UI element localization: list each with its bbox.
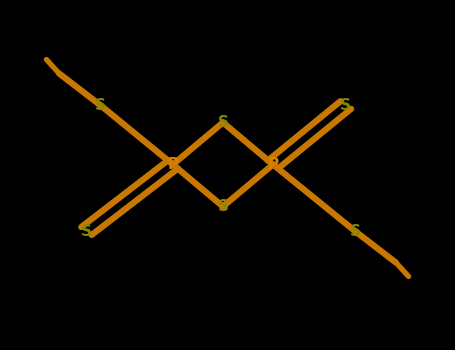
Text: S: S: [340, 98, 351, 112]
Text: P: P: [167, 157, 178, 172]
Text: S: S: [349, 224, 360, 238]
Text: S: S: [95, 98, 106, 112]
Text: P: P: [268, 157, 278, 172]
Text: S: S: [217, 115, 228, 130]
Text: S: S: [81, 224, 92, 238]
Text: S: S: [217, 199, 228, 214]
